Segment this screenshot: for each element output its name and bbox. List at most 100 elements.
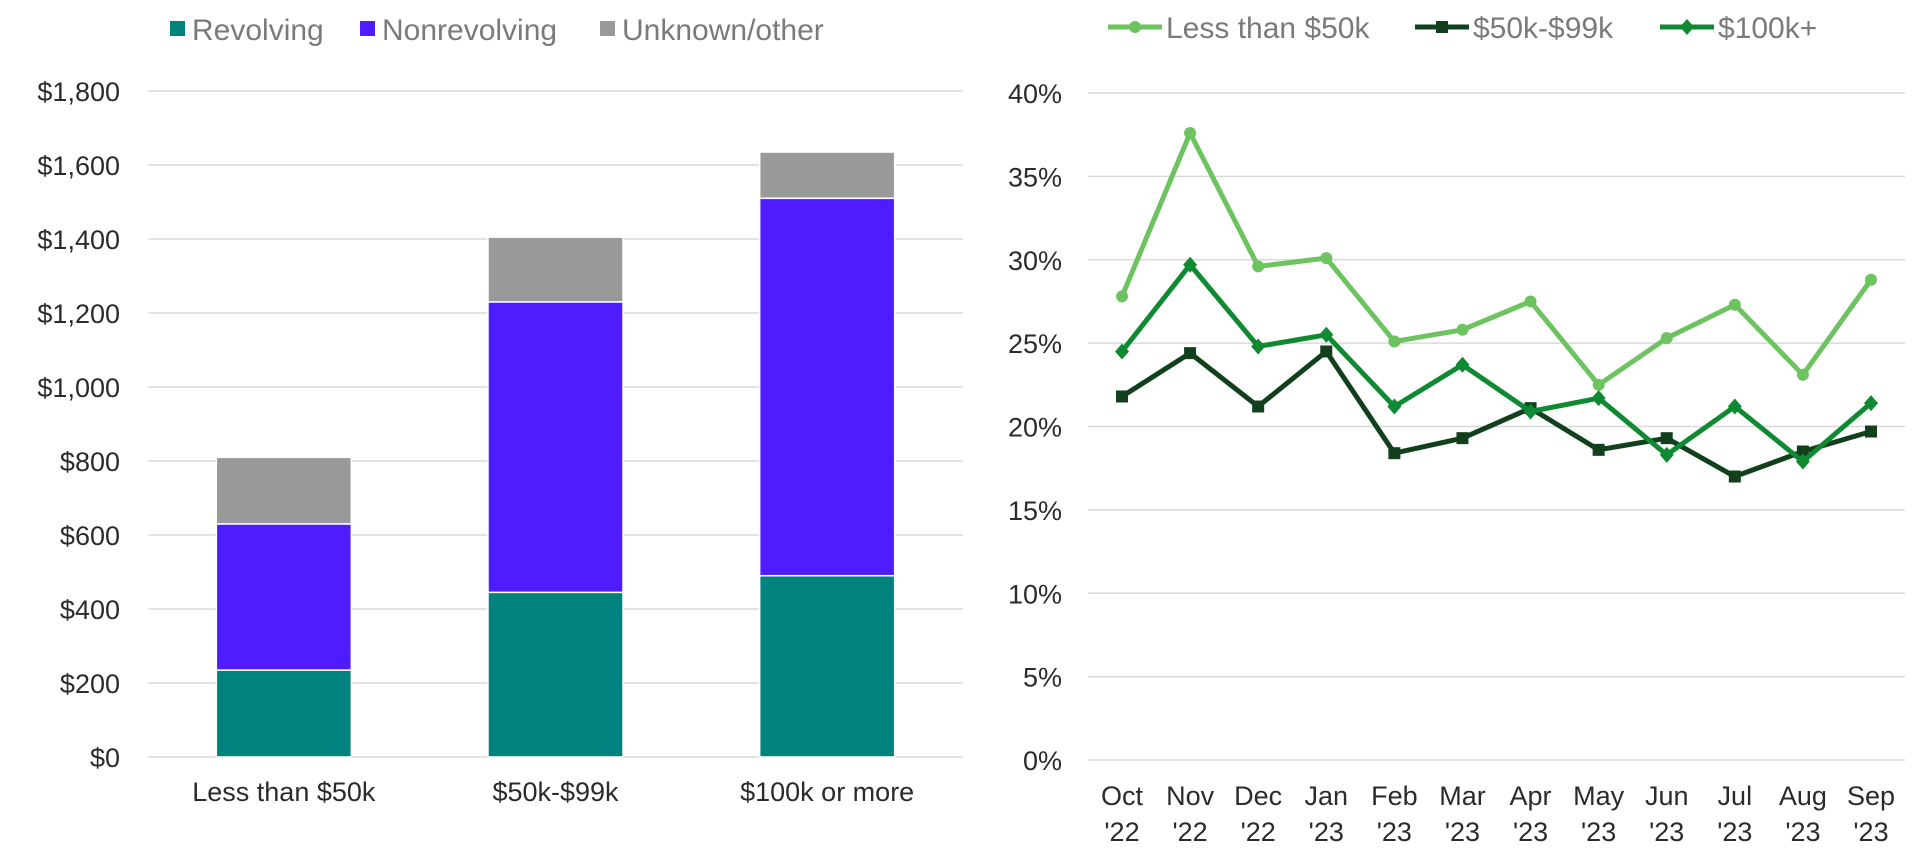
bar-x-tick-label: $100k or more (740, 777, 914, 807)
line-point (1184, 347, 1197, 360)
line-point (1524, 295, 1537, 308)
line-x-tick-year: '23 (1513, 817, 1548, 847)
line-point (1320, 252, 1333, 265)
line-point (1727, 398, 1742, 415)
line-point (1183, 256, 1198, 273)
line-y-tick-label: 20% (1008, 413, 1062, 443)
line-y-tick-label: 10% (1008, 579, 1062, 609)
line-point (1388, 447, 1401, 460)
line-point (1252, 260, 1265, 273)
line-point (1184, 127, 1197, 140)
line-point (1592, 378, 1605, 391)
line-x-tick-year: '22 (1172, 817, 1207, 847)
bar-legend-label: Revolving (192, 14, 324, 47)
line-point (1660, 432, 1673, 445)
bar-y-tick-label: $0 (90, 743, 120, 773)
line-point (1659, 446, 1674, 463)
line-point (1728, 470, 1741, 483)
line-x-tick-year: '23 (1649, 817, 1684, 847)
line-y-tick-label: 35% (1008, 162, 1062, 192)
bar-legend-swatch (360, 21, 375, 36)
line-point (1796, 368, 1809, 381)
line-point (1591, 390, 1606, 407)
bar-segment (487, 301, 624, 594)
bar-segment (758, 574, 896, 758)
line-x-tick-year: '23 (1445, 817, 1480, 847)
line-point (1728, 298, 1741, 311)
line-point (1796, 445, 1809, 458)
bar-legend-swatch (170, 21, 185, 36)
line-y-tick-label: 40% (1008, 79, 1062, 109)
line-x-tick-month: Mar (1439, 781, 1486, 811)
bar-y-tick-label: $1,200 (37, 299, 120, 329)
line-point (1116, 390, 1128, 403)
line-y-tick-label: 0% (1023, 746, 1062, 776)
line-point (1592, 443, 1605, 456)
line-series-path (1120, 262, 1873, 465)
line-y-tick-label: 30% (1008, 246, 1062, 276)
line-point (1320, 345, 1333, 358)
line-legend-marker (1436, 21, 1448, 33)
line-x-tick-month: Jun (1645, 781, 1689, 811)
line-point (1388, 335, 1401, 348)
bar-y-tick-label: $1,800 (37, 77, 120, 107)
bar-y-tick-label: $1,000 (37, 373, 120, 403)
line-x-tick-month: Aug (1779, 781, 1827, 811)
line-point (1865, 425, 1877, 438)
line-legend-label: $100k+ (1718, 12, 1817, 45)
bar-y-tick-label: $800 (60, 447, 120, 477)
line-point (1660, 332, 1673, 345)
bar-legend-label: Nonrevolving (382, 14, 557, 47)
bar-legend-label: Unknown/other (622, 14, 824, 47)
line-y-tick-label: 15% (1008, 496, 1062, 526)
line-x-tick-month: Sep (1847, 781, 1895, 811)
line-point (1865, 273, 1877, 286)
line-legend-marker (1680, 19, 1694, 35)
line-x-tick-month: Feb (1371, 781, 1418, 811)
bar-x-tick-label: $50k-$99k (492, 777, 619, 807)
bar-segment (487, 591, 624, 758)
line-point (1523, 403, 1538, 420)
line-legend-label: $50k-$99k (1473, 12, 1614, 45)
line-x-tick-year: '22 (1104, 817, 1139, 847)
line-x-tick-month: May (1573, 781, 1625, 811)
line-x-tick-month: Jul (1718, 781, 1753, 811)
line-point (1456, 432, 1469, 445)
line-y-tick-label: 5% (1023, 663, 1062, 693)
line-x-tick-month: Jan (1304, 781, 1348, 811)
line-point (1795, 453, 1810, 470)
line-x-tick-year: '23 (1309, 817, 1344, 847)
line-series-path (1119, 130, 1874, 388)
line-point (1116, 290, 1128, 303)
bar-segment (758, 151, 896, 200)
bar-y-tick-label: $1,600 (37, 151, 120, 181)
line-x-tick-year: '23 (1785, 817, 1820, 847)
bar-segment (215, 456, 353, 525)
bar-segment (487, 236, 624, 303)
bar-x-tick-label: Less than $50k (192, 777, 376, 807)
line-point (1251, 338, 1266, 355)
bar-segment (215, 669, 353, 758)
line-point (1115, 343, 1129, 360)
line-x-tick-month: Apr (1510, 781, 1552, 811)
bar-y-tick-label: $400 (60, 595, 120, 625)
line-x-tick-year: '22 (1241, 817, 1276, 847)
bar-y-tick-label: $200 (60, 669, 120, 699)
line-x-tick-month: Oct (1101, 781, 1144, 811)
line-x-tick-year: '23 (1581, 817, 1616, 847)
line-point (1252, 400, 1265, 413)
bar-segment (215, 523, 353, 671)
bar-legend-swatch (600, 21, 615, 36)
line-x-tick-month: Dec (1234, 781, 1282, 811)
line-x-tick-month: Nov (1166, 781, 1215, 811)
line-point (1387, 398, 1402, 415)
line-point (1319, 326, 1334, 343)
line-x-tick-year: '23 (1853, 817, 1888, 847)
line-point (1455, 356, 1470, 373)
bar-y-tick-label: $600 (60, 521, 120, 551)
line-point (1456, 323, 1469, 336)
line-point (1864, 395, 1878, 412)
bar-y-tick-label: $1,400 (37, 225, 120, 255)
line-legend-label: Less than $50k (1166, 12, 1370, 45)
